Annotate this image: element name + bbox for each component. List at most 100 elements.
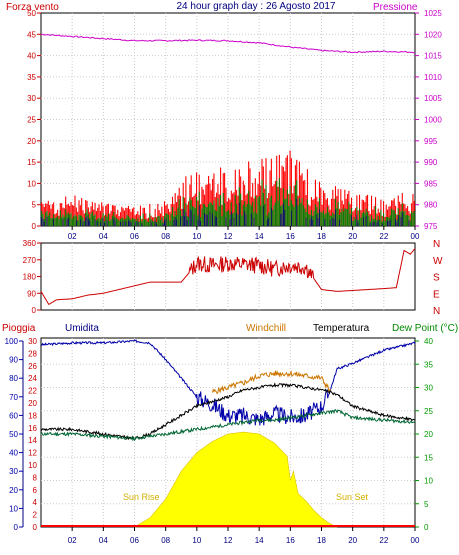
humidity-tick-label: 50 [9,430,18,439]
humidity-legend: Umidita [65,323,99,334]
wind-x-tick-label: 04 [99,232,108,241]
temperature-tick-label: 25 [424,407,433,416]
humidity-line [40,339,416,426]
temperature-tick-label: 15 [424,453,433,462]
pressure-axis-ticks: 975 980 985 990 995 1000 1005 1010 1015 1020 1025 [415,9,442,231]
humidity-axis-ticks: 0 10 20 30 40 50 60 70 80 90 100 [5,337,23,532]
pressure-tick-label: 1005 [424,94,442,103]
temperature-x-tick-label: 18 [317,536,326,545]
temperature-x-tick-label: 08 [161,536,170,545]
rain-tick-label: 14 [28,436,37,445]
chart-title: 24 hour graph day : 26 Agosto 2017 [176,1,335,12]
rain-tick-label: 22 [28,387,37,396]
temperature-tick-label: 40 [424,337,433,346]
rain-tick-label: 0 [33,523,38,532]
wind-x-tick-label: 02 [68,232,77,241]
wind-x-tick-label: 00 [411,232,420,241]
wind-x-tick-label: 22 [379,232,388,241]
windchill-line [211,369,332,395]
temperature-legend: Temperatura [313,323,370,334]
rain-legend: Pioggia [2,323,36,334]
rain-tick-label: 20 [28,399,37,408]
wind-bars [41,150,415,226]
windchill-legend: Windchill [246,323,286,334]
humidity-tick-label: 60 [9,411,18,420]
rain-tick-label: 26 [28,362,37,371]
wind-x-ticks: 02 04 06 08 10 12 14 16 18 20 22 00 [68,226,420,241]
wind-tick-label: 5 [32,201,37,210]
temperature-tick-label: 20 [424,430,433,439]
pressure-tick-label: 1000 [424,116,442,125]
temperature-x-tick-label: 22 [379,536,388,545]
humidity-tick-label: 40 [9,449,18,458]
temperature-tick-label: 10 [424,477,433,486]
wind-tick-label: 40 [27,52,36,61]
wind-tick-label: 50 [27,9,36,18]
humidity-tick-label: 70 [9,393,18,402]
pressure-tick-label: 1010 [424,73,442,82]
wind-x-tick-label: 20 [348,232,357,241]
wind-x-tick-label: 10 [192,232,201,241]
humidity-tick-label: 80 [9,374,18,383]
temperature-tick-label: 5 [424,500,429,509]
pressure-tick-label: 975 [424,222,438,231]
humidity-tick-label: 100 [5,337,19,346]
wind-tick-label: 20 [27,137,36,146]
humidity-tick-label: 30 [9,467,18,476]
temperature-x-tick-label: 14 [255,536,264,545]
pressure-tick-label: 995 [424,137,438,146]
temperature-tick-label: 35 [424,360,433,369]
rain-tick-label: 8 [33,473,38,482]
temperature-x-tick-label: 06 [130,536,139,545]
humidity-tick-label: 0 [14,523,19,532]
wind-tick-label: 45 [27,30,36,39]
temperature-x-tick-label: 12 [224,536,233,545]
rain-tick-label: 6 [33,486,38,495]
temperature-x-tick-label: 00 [411,536,420,545]
temperature-axis-ticks: 0 5 10 15 20 25 30 35 40 [415,337,433,532]
temperature-tick-label: 30 [424,384,433,393]
direction-tick-label: 270 [23,256,37,265]
direction-letter: E [433,289,440,300]
humidity-tick-label: 90 [9,356,18,365]
wind-tick-label: 15 [27,158,36,167]
sunset-label: Sun Set [336,492,369,502]
wind-x-tick-label: 16 [286,232,295,241]
wind-tick-label: 10 [27,179,36,188]
rain-tick-label: 2 [33,511,38,520]
rain-tick-label: 18 [28,411,37,420]
direction-grid [71,243,385,310]
rain-tick-label: 28 [28,349,37,358]
temperature-x-tick-label: 16 [286,536,295,545]
rain-tick-label: 30 [28,337,37,346]
humidity-tick-label: 20 [9,486,18,495]
temperature-x-tick-label: 20 [348,536,357,545]
direction-tick-label: 360 [23,239,37,248]
wind-title: Forza vento [6,2,59,13]
pressure-tick-label: 980 [424,201,438,210]
pressure-tick-label: 1025 [424,9,442,18]
wind-x-tick-label: 06 [130,232,139,241]
wind-tick-label: 30 [27,94,36,103]
temperature-tick-label: 0 [424,523,429,532]
wind-x-tick-label: 18 [317,232,326,241]
wind-x-tick-label: 12 [224,232,233,241]
rain-tick-label: 16 [28,424,37,433]
temperature-x-tick-label: 02 [68,536,77,545]
temperature-x-tick-label: 04 [99,536,108,545]
direction-letter: S [433,273,440,284]
direction-tick-label: 90 [27,289,36,298]
wind-axis-ticks: 0 5 10 15 20 25 30 35 40 45 50 [27,9,41,231]
wind-tick-label: 35 [27,73,36,82]
temperature-x-tick-label: 10 [192,536,201,545]
sunrise-label: Sun Rise [123,492,160,502]
wind-grid [41,13,415,226]
rain-tick-label: 10 [28,461,37,470]
dewpoint-line [40,409,416,442]
humidity-tick-label: 10 [9,504,18,513]
direction-tick-label: 180 [23,273,37,282]
